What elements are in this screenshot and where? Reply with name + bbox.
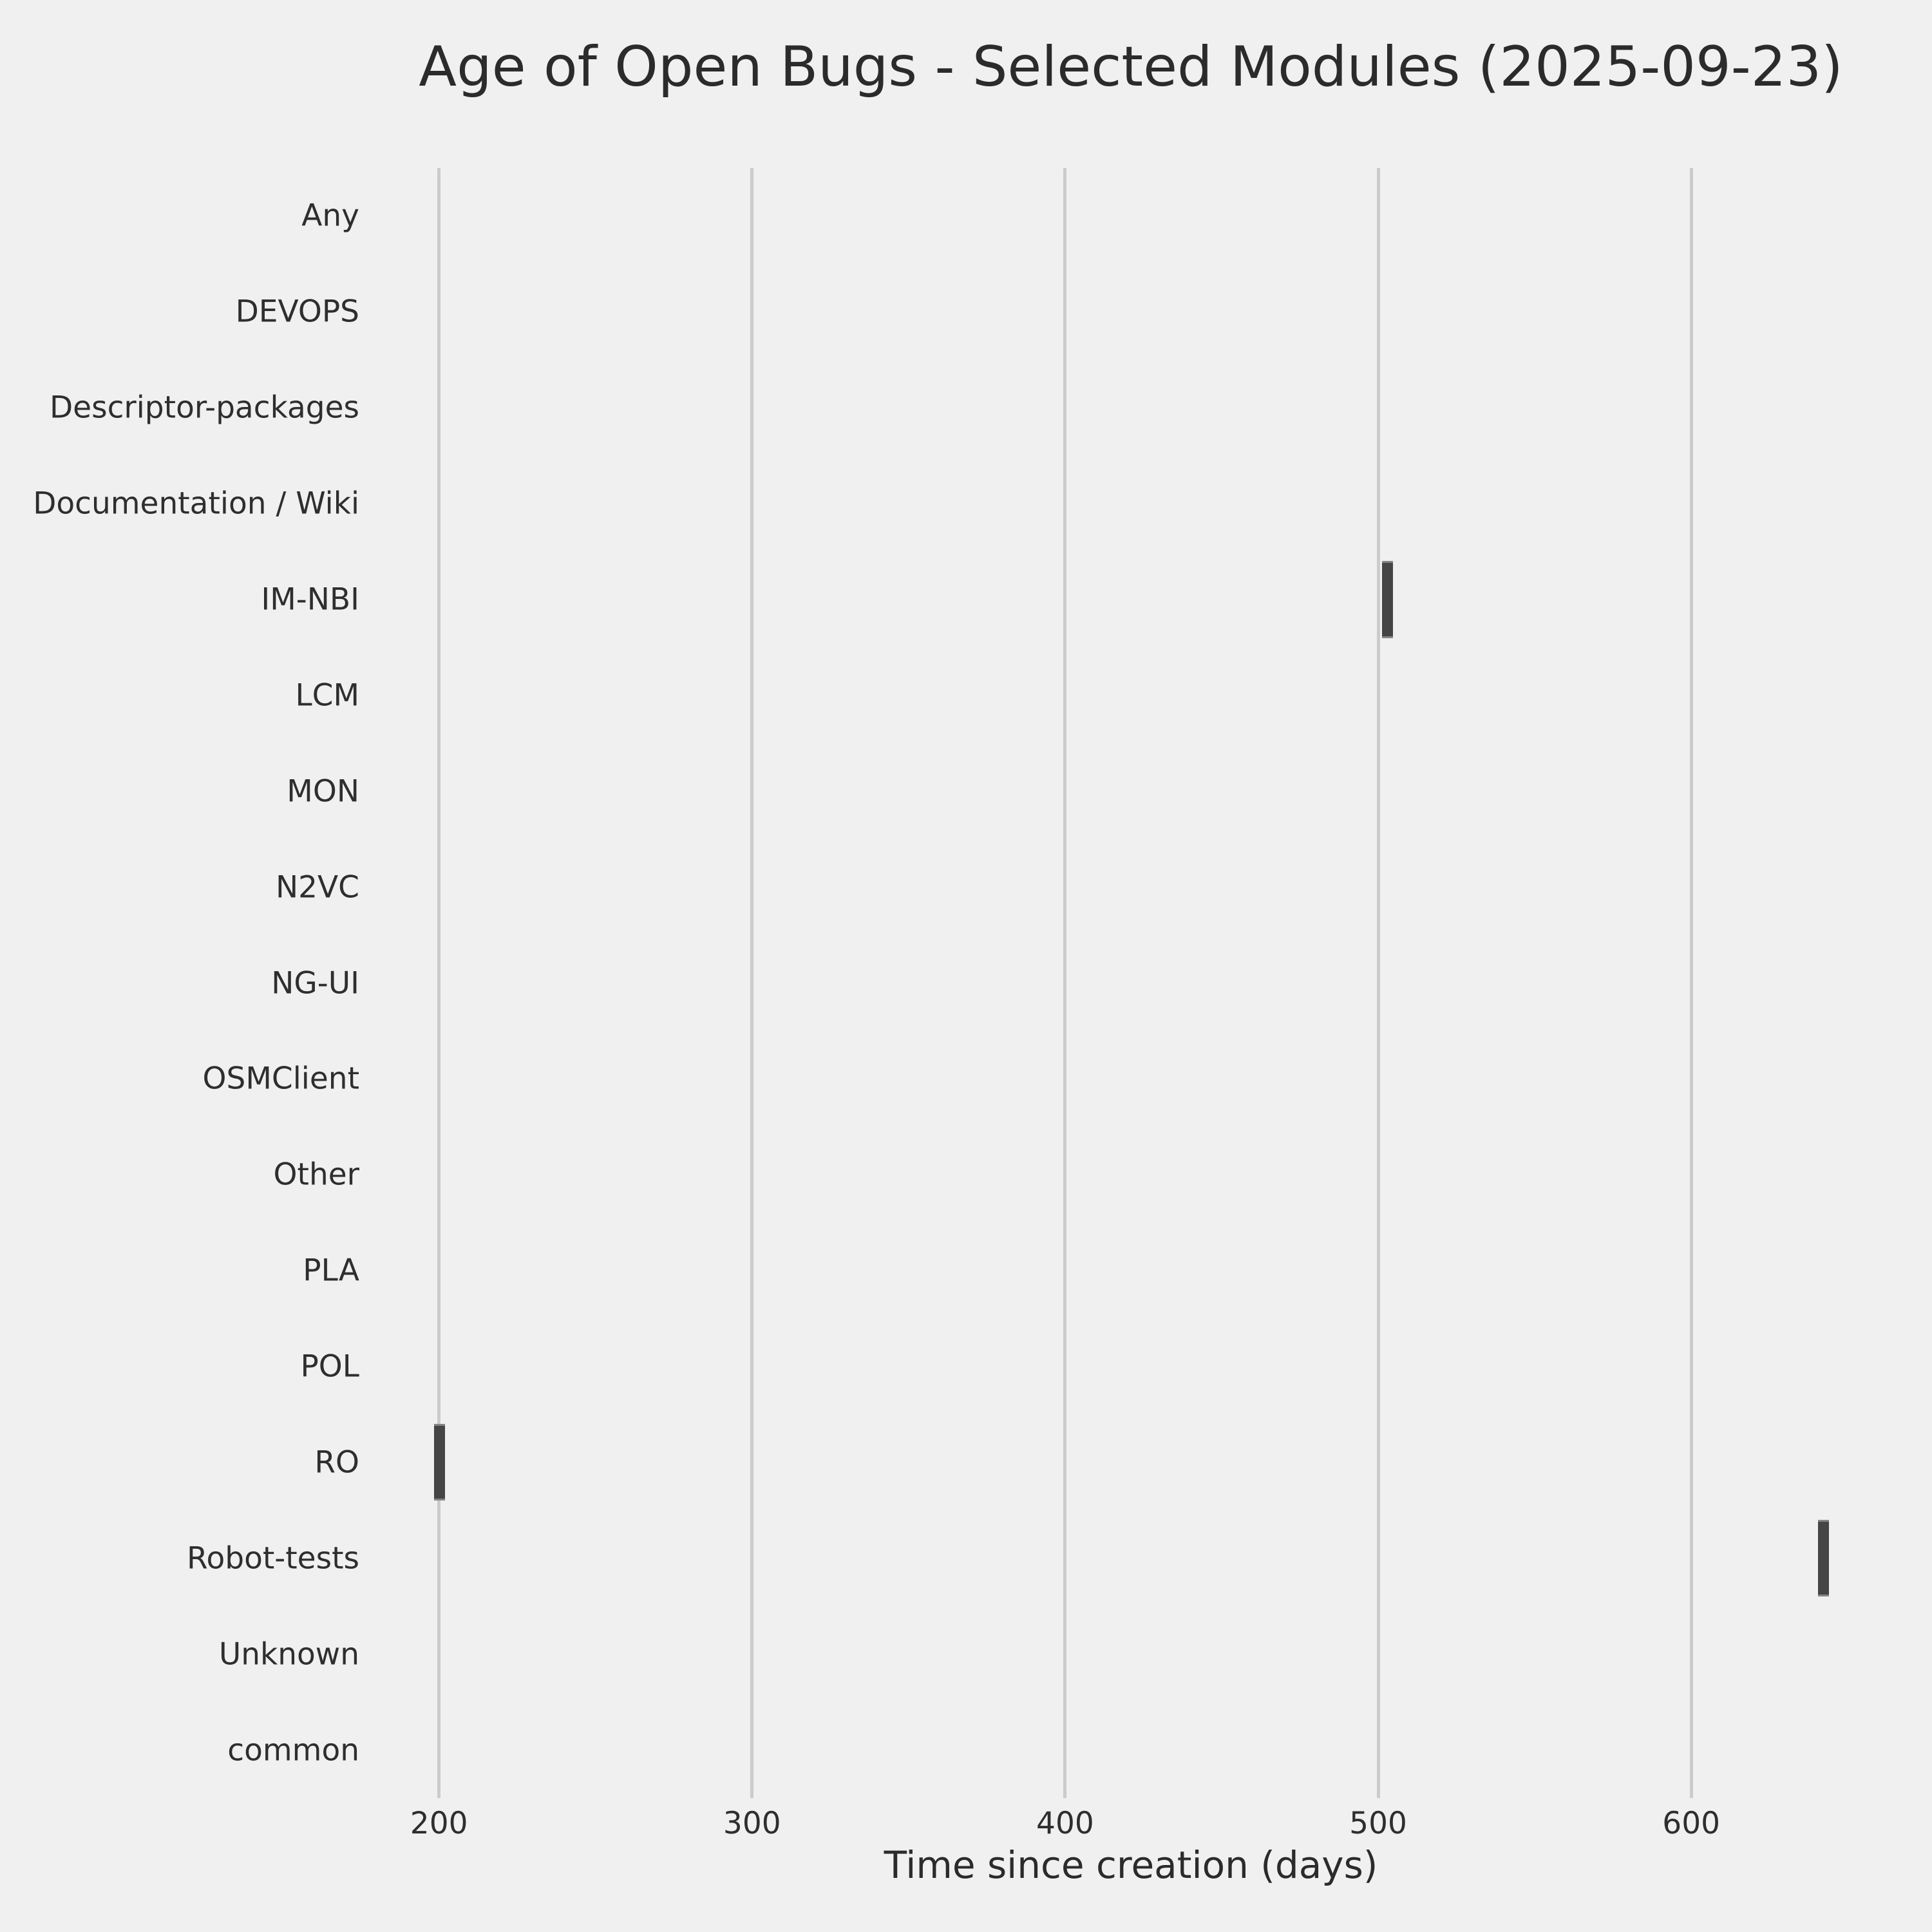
y-tick-label: N2VC — [275, 869, 359, 905]
gridline — [437, 168, 441, 1798]
x-tick-label: 600 — [1662, 1806, 1721, 1841]
boxplot-box-ro — [434, 1424, 445, 1501]
gridline — [1376, 168, 1380, 1798]
y-tick-label: Documentation / Wiki — [33, 486, 359, 522]
x-axis-label: Time since creation (days) — [884, 1843, 1378, 1887]
gridline — [1689, 168, 1693, 1798]
y-tick-label: common — [227, 1732, 359, 1768]
x-tick-label: 300 — [723, 1806, 781, 1841]
y-tick-label: LCM — [295, 677, 359, 714]
x-tick-label: 500 — [1349, 1806, 1407, 1841]
y-tick-label: RO — [314, 1444, 359, 1481]
y-tick-label: Other — [273, 1157, 359, 1193]
x-tick-label: 400 — [1036, 1806, 1094, 1841]
y-tick-label: PLA — [303, 1253, 359, 1289]
gridline — [1063, 168, 1067, 1798]
y-tick-label: Robot-tests — [186, 1540, 359, 1577]
y-tick-label: IM-NBI — [261, 582, 359, 618]
chart-title: Age of Open Bugs - Selected Modules (202… — [419, 35, 1843, 99]
x-tick-label: 200 — [410, 1806, 468, 1841]
plot-area — [364, 168, 1898, 1798]
y-tick-label: Descriptor-packages — [49, 390, 359, 426]
y-tick-label: DEVOPS — [235, 294, 359, 330]
gridline — [750, 168, 754, 1798]
boxplot-box-im-nbi — [1382, 561, 1394, 638]
y-tick-label: Unknown — [218, 1636, 359, 1672]
y-tick-label: MON — [287, 773, 359, 810]
y-tick-label: NG-UI — [271, 965, 359, 1001]
y-tick-label: OSMClient — [202, 1061, 359, 1097]
y-tick-label: Any — [301, 198, 359, 234]
y-tick-label: POL — [300, 1349, 359, 1385]
boxplot-box-robot-tests — [1818, 1520, 1829, 1597]
